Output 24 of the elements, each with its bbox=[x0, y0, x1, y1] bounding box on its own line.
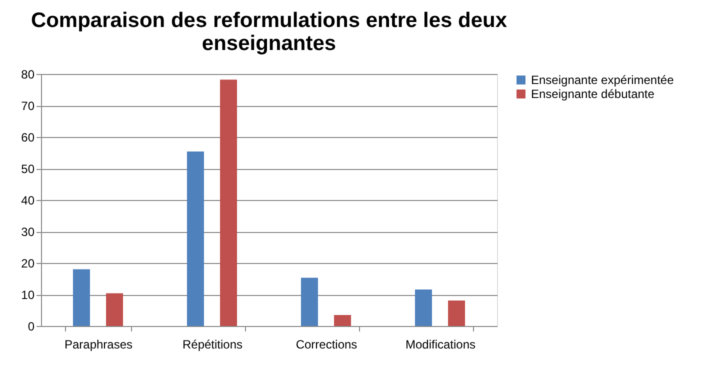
y-tick-label: 30 bbox=[21, 225, 35, 239]
bar bbox=[106, 293, 124, 326]
y-tick-label: 50 bbox=[21, 162, 35, 176]
bar bbox=[448, 300, 466, 326]
legend-label: Enseignante débutante bbox=[531, 87, 655, 101]
y-tick-label: 40 bbox=[21, 194, 35, 208]
bar bbox=[414, 289, 432, 326]
legend-label: Enseignante expérimentée bbox=[531, 73, 674, 87]
bar bbox=[72, 269, 90, 326]
y-tick-label: 10 bbox=[21, 288, 35, 302]
bar bbox=[300, 278, 318, 326]
y-tick-label: 60 bbox=[21, 130, 35, 144]
y-tick-label: 20 bbox=[21, 256, 35, 270]
y-tick-label: 0 bbox=[28, 320, 35, 334]
bar bbox=[334, 314, 352, 326]
bar bbox=[186, 151, 204, 326]
y-tick-label: 70 bbox=[21, 99, 35, 113]
y-tick-label: 80 bbox=[21, 68, 35, 82]
chart-title: Comparaison des reformulations entre les deux enseignantes bbox=[30, 9, 508, 55]
x-tick-label: Corrections bbox=[296, 338, 358, 352]
bar bbox=[220, 80, 238, 326]
x-tick-label: Paraphrases bbox=[64, 338, 133, 352]
x-tick-label: Répétitions bbox=[182, 338, 243, 352]
x-tick-label: Modifications bbox=[405, 338, 476, 352]
